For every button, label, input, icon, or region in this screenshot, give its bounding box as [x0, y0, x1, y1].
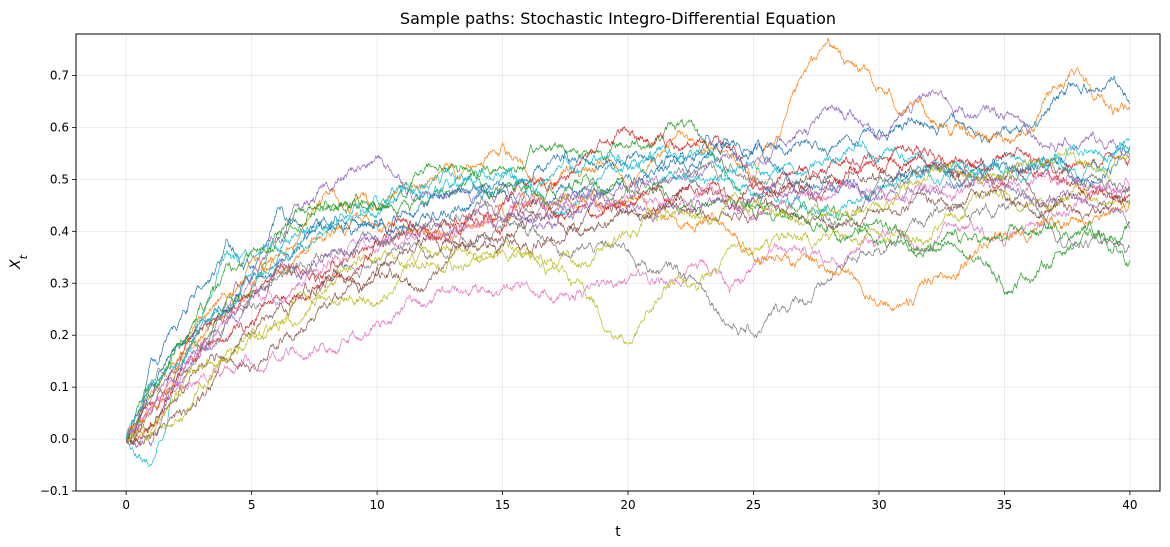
- series-line: [125, 177, 1131, 440]
- series-line: [125, 171, 1131, 440]
- series-line: [125, 189, 1131, 440]
- y-tick-label: −0.1: [40, 484, 69, 498]
- y-axis-label: Xt: [8, 254, 30, 270]
- y-tick-label: 0.7: [50, 69, 69, 83]
- grid: [76, 34, 1160, 492]
- series-line: [125, 170, 1131, 440]
- x-tick-label: 25: [746, 498, 761, 512]
- chart-title: Sample paths: Stochastic Integro-Differe…: [400, 9, 836, 28]
- series-line: [125, 158, 1131, 440]
- y-tick-label: 0.4: [50, 224, 69, 238]
- y-tick-label: 0.6: [50, 120, 69, 134]
- y-tick-label: 0.5: [50, 172, 69, 186]
- y-tick-label: 0.1: [50, 380, 69, 394]
- x-tick-label: 5: [248, 498, 256, 512]
- series-line: [125, 187, 1131, 445]
- y-axis: −0.1 0.0 0.1 0.2 0.3 0.4 0.5 0.6 0.7: [40, 69, 76, 498]
- series-line: [125, 140, 1131, 440]
- series-line: [125, 183, 1131, 440]
- series-line: [126, 37, 1131, 440]
- x-tick-label: 30: [871, 498, 886, 512]
- series-line: [125, 163, 1131, 440]
- plot-frame: [75, 33, 1161, 492]
- series-line: [125, 189, 1130, 446]
- series-line: [125, 75, 1130, 444]
- y-tick-label: 0.0: [50, 432, 69, 446]
- series-layer: [125, 37, 1131, 467]
- y-axis-label-main: X: [8, 259, 24, 270]
- y-tick-label: 0.2: [50, 328, 69, 342]
- x-tick-label: 10: [369, 498, 384, 512]
- y-axis-label-sub: t: [17, 254, 30, 259]
- series-line: [125, 118, 1131, 442]
- x-tick-label: 35: [997, 498, 1012, 512]
- x-axis-label: t: [615, 524, 621, 540]
- series-line: [125, 147, 1131, 443]
- y-tick-label: 0.3: [50, 276, 69, 290]
- x-axis: 0 5 10 15 20 25 30 35 40: [122, 491, 1138, 512]
- x-tick-label: 20: [620, 498, 635, 512]
- x-tick-label: 40: [1122, 498, 1137, 512]
- x-tick-label: 15: [495, 498, 510, 512]
- x-tick-label: 0: [122, 498, 130, 512]
